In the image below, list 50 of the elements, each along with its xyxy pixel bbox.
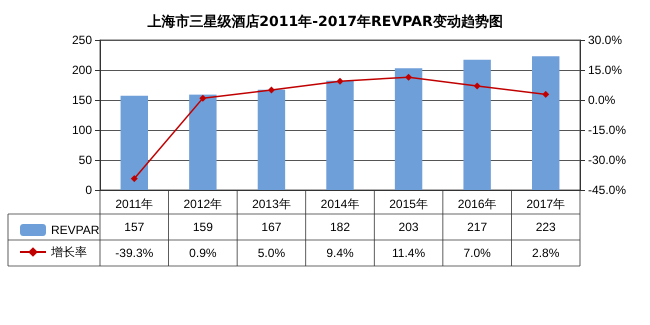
y-tick-label: 50 — [78, 153, 92, 167]
point — [474, 82, 481, 90]
data-label: 223 — [536, 220, 556, 234]
point — [405, 74, 412, 81]
point — [336, 78, 344, 85]
y2-tick-label: -30.0% — [588, 153, 626, 167]
bar — [326, 80, 354, 190]
data-label: 167 — [261, 220, 282, 234]
data-label: 182 — [330, 220, 350, 234]
chart-title: 上海市三星级酒店2011年-2017年REVPAR变动趋势图 — [146, 13, 503, 30]
y-tick-label: 100 — [72, 123, 92, 137]
y2-tick-label: 15.0% — [588, 63, 622, 77]
y-tick-label: 250 — [72, 33, 92, 47]
y-tick-label: 150 — [72, 93, 92, 107]
x-tick-label: 2014年 — [320, 197, 360, 211]
point — [130, 175, 138, 182]
data-label: 7.0% — [463, 246, 492, 260]
point — [268, 86, 275, 94]
y2-tick-label: 30.0% — [588, 33, 622, 47]
data-label: 11.4% — [392, 246, 426, 260]
x-tick-label: 2012年 — [184, 197, 222, 211]
bar — [532, 56, 560, 190]
data-label: 157 — [124, 220, 145, 234]
point — [542, 90, 550, 98]
data-label: 217 — [467, 220, 488, 234]
bar — [120, 96, 148, 190]
bar — [189, 94, 217, 190]
y2-tick-label: 0.0% — [588, 93, 616, 107]
x-tick-label: 2013年 — [252, 197, 291, 211]
point — [199, 94, 206, 102]
data-label: 9.4% — [326, 246, 354, 260]
x-tick-label: 2017年 — [526, 197, 566, 211]
y-tick-label: 200 — [72, 63, 92, 77]
data-label: 159 — [192, 220, 214, 234]
legend-label: REVPAR — [51, 223, 100, 237]
data-label: 5.0% — [258, 246, 286, 260]
x-tick-label: 2011年 — [115, 197, 154, 211]
legend-label: 增长率 — [50, 245, 87, 259]
data-label: 0.9% — [189, 246, 217, 260]
y-tick-label: 0 — [85, 183, 92, 197]
y2-tick-label: -15.0% — [588, 123, 626, 137]
data-label: -39.3% — [115, 246, 154, 260]
y2-tick-label: -45.0% — [588, 183, 626, 197]
x-tick-label: 2015年 — [389, 197, 428, 211]
bar — [394, 68, 422, 190]
bar — [258, 90, 286, 190]
x-tick-label: 2016年 — [458, 197, 496, 211]
bar — [463, 60, 491, 190]
data-label: 203 — [398, 220, 419, 234]
data-label: 2.8% — [532, 246, 560, 260]
